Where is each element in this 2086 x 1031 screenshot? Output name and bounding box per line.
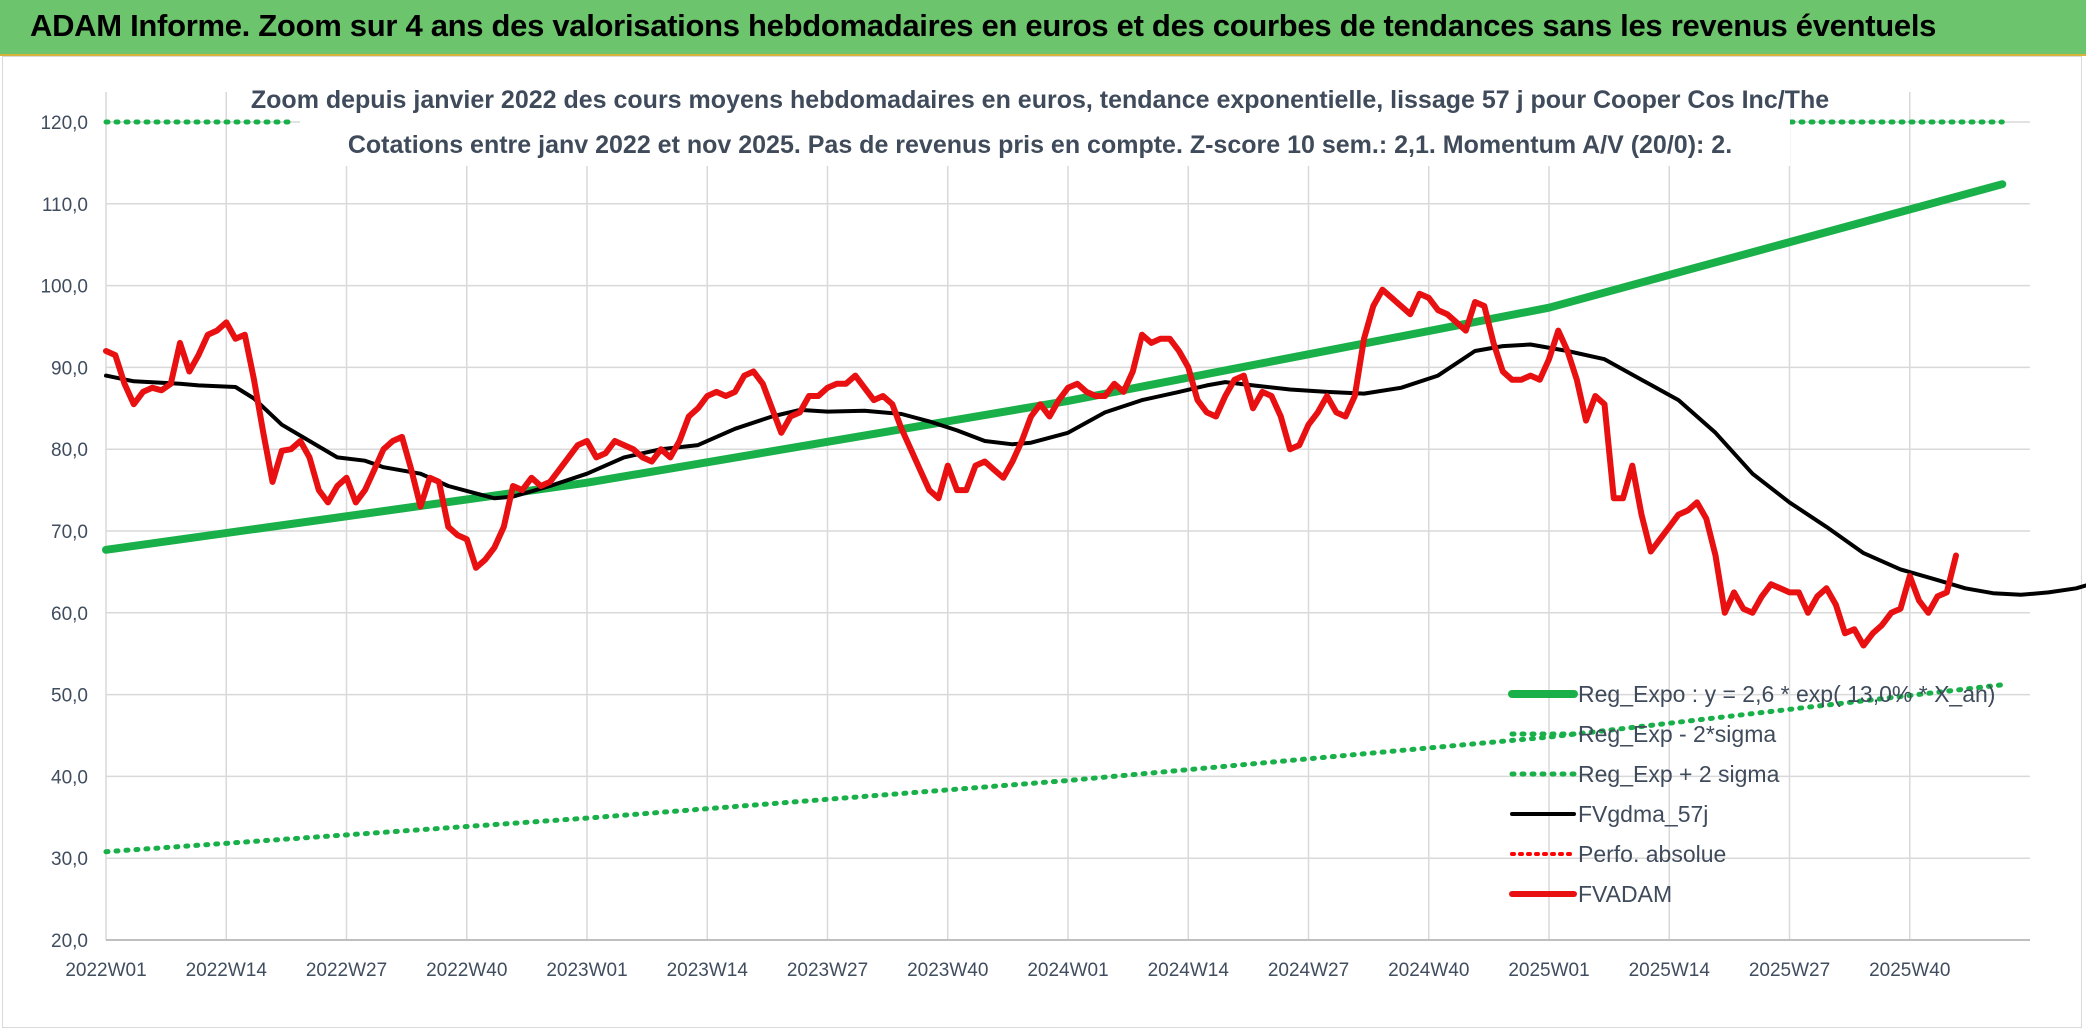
legend-label: Perfo. absolue	[1578, 841, 1726, 867]
x-tick-label: 2025W01	[1508, 960, 1589, 981]
x-tick-label: 2023W01	[546, 960, 627, 981]
legend-label: Reg_Exp + 2 sigma	[1578, 761, 1780, 787]
x-tick-label: 2024W27	[1268, 960, 1349, 981]
x-tick-label: 2023W14	[667, 960, 749, 981]
x-tick-label: 2024W14	[1148, 960, 1230, 981]
report-title: ADAM Informe. Zoom sur 4 ans des valoris…	[30, 8, 1937, 43]
y-tick-label: 90,0	[51, 358, 88, 379]
y-tick-label: 60,0	[51, 604, 88, 625]
x-tick-label: 2022W14	[186, 960, 268, 981]
x-tick-label: 2023W40	[907, 960, 988, 981]
chart-subtitle: Cotations entre janv 2022 et nov 2025. P…	[348, 131, 1732, 159]
chart-title: Zoom depuis janvier 2022 des cours moyen…	[251, 86, 1829, 114]
title-backdrop	[300, 70, 1790, 166]
report-header: ADAM Informe. Zoom sur 4 ans des valoris…	[0, 0, 2086, 56]
y-tick-label: 120,0	[40, 113, 88, 134]
reg-minus-2sigma-line	[103, 682, 2005, 855]
x-tick-label: 2025W27	[1749, 960, 1830, 981]
legend-label: FVgdma_57j	[1578, 801, 1708, 827]
series-layer	[102, 119, 2086, 855]
y-tick-label: 110,0	[42, 195, 88, 216]
reg-expo-line	[102, 180, 2007, 554]
legend-label: Reg_Exp - 2*sigma	[1578, 721, 1776, 747]
y-tick-label: 20,0	[51, 931, 88, 952]
smoothed-57j-line	[104, 342, 2086, 597]
chart-frame	[2, 56, 2082, 1028]
fvadam-price-line	[103, 286, 1959, 649]
y-tick-label: 80,0	[51, 440, 88, 461]
x-tick-label: 2022W40	[426, 960, 507, 981]
legend-label: FVADAM	[1578, 881, 1672, 907]
y-tick-label: 70,0	[51, 522, 88, 543]
x-tick-label: 2022W27	[306, 960, 387, 981]
x-tick-label: 2025W14	[1629, 960, 1711, 981]
x-tick-label: 2025W40	[1869, 960, 1950, 981]
y-tick-label: 100,0	[40, 277, 88, 298]
x-tick-label: 2024W40	[1388, 960, 1469, 981]
x-tick-label: 2023W27	[787, 960, 868, 981]
legend: Reg_Expo : y = 2,6 * exp( 13,0% * X_an) R…	[1508, 681, 1995, 907]
y-tick-label: 40,0	[51, 767, 88, 788]
grid-layer	[105, 92, 2030, 941]
x-tick-label: 2022W01	[65, 960, 146, 981]
legend-label: Reg_Expo : y = 2,6 * exp( 13,0% * X_an)	[1578, 681, 1995, 707]
axis-layer: 120,0 110,0 100,0 90,0 80,0 70,0 60,0 50,0 40,0 3…	[40, 113, 2030, 981]
x-tick-label: 2024W01	[1027, 960, 1108, 981]
y-tick-label: 50,0	[51, 686, 88, 707]
y-tick-label: 30,0	[51, 849, 88, 870]
